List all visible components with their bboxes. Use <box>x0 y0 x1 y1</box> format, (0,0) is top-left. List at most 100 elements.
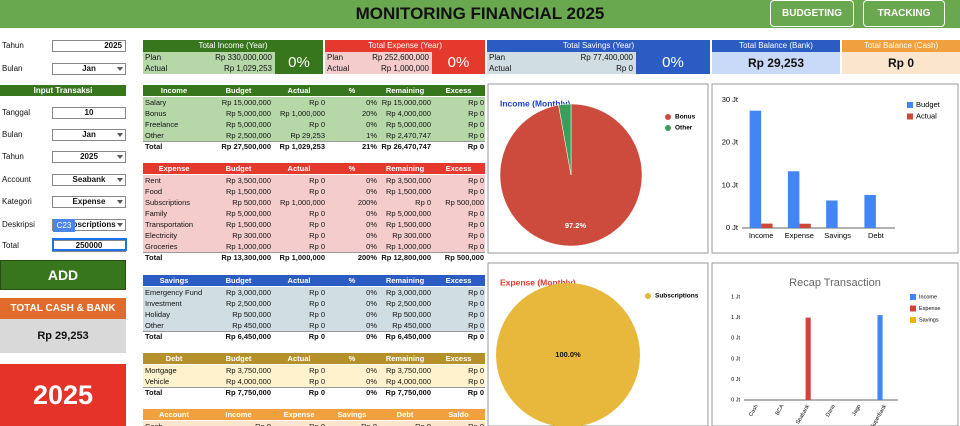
table-cell: Other <box>145 131 164 140</box>
cash-bank-value: Rp 29,253 <box>0 319 126 353</box>
add-button[interactable]: ADD <box>0 260 126 290</box>
table-cell: Rp 4,000,000 <box>385 377 431 386</box>
table-row <box>143 108 485 119</box>
legend-label: Actual <box>916 111 937 120</box>
table-cell: Groceries <box>145 242 178 251</box>
legend-label: Subscriptions <box>655 293 699 300</box>
table-cell: Rp 0 <box>309 242 325 251</box>
table-cell: Rp 1,000,000 <box>385 242 431 251</box>
table-header-bg <box>143 275 485 286</box>
table-cell: Rp 0 <box>309 321 325 330</box>
table-cell: Electricity <box>145 231 178 240</box>
table-cell: Rp 0 <box>468 98 484 107</box>
field-input[interactable]: 10 <box>52 107 126 119</box>
summary-header: Total Income (Year) <box>143 40 323 52</box>
table-row <box>143 365 485 376</box>
table-cell: Food <box>145 187 163 196</box>
table-cell: Rp 1,500,000 <box>385 187 431 196</box>
table-header: Remaining <box>385 86 425 95</box>
table-cell: Rp 7,750,000 <box>385 388 431 397</box>
summary-value: Rp 1,029,253 <box>223 64 272 73</box>
summary-label: Plan <box>145 53 162 62</box>
table-cell: Rp 6,450,000 <box>385 332 431 341</box>
summary-label: Actual <box>489 64 512 73</box>
table-cell: Rp 0 <box>309 288 325 297</box>
table-header: Account <box>159 410 189 419</box>
legend-swatch <box>910 294 916 300</box>
field-label: Bulan <box>2 130 23 139</box>
cell-ref-tag: C23 <box>53 219 75 232</box>
table-cell: 0% <box>366 98 377 107</box>
summary-label: Plan <box>327 53 344 62</box>
table-cell: Rp 450,000 <box>232 321 271 330</box>
legend-swatch <box>910 305 916 312</box>
balance-header: Total Balance (Bank) <box>712 40 840 52</box>
summary-value: Rp 77,400,000 <box>580 53 634 62</box>
table-cell: Rp 13,300,000 <box>221 253 271 262</box>
summary-value: Rp 1,000,000 <box>380 64 429 73</box>
chart-title: Recap Transaction <box>789 277 881 289</box>
table-cell: Rp 300,000 <box>232 231 271 240</box>
table-cell: Subscriptions <box>145 198 191 207</box>
table-cell: Rp 3,500,000 <box>385 176 431 185</box>
table-cell: Investment <box>145 299 182 308</box>
table-cell: 0% <box>366 187 377 196</box>
field-input[interactable]: Seabank <box>52 174 126 186</box>
table-cell: Rp 0 <box>468 242 484 251</box>
table-total-row <box>143 252 485 263</box>
field-label: Total <box>2 241 19 250</box>
field-input[interactable]: 2025 <box>52 40 126 52</box>
table-cell: Rp 5,000,000 <box>225 109 271 118</box>
bar <box>864 194 876 228</box>
table-header-bg <box>143 409 485 420</box>
table-cell: Rp 0 <box>309 120 325 129</box>
table-cell: Rp 0 <box>309 366 325 375</box>
table-header-bg <box>143 85 485 96</box>
table-cell: Rp 0 <box>207 421 271 426</box>
table-cell: Rp 0 <box>274 421 325 426</box>
table-cell: 1% <box>366 131 377 140</box>
table-cell: 0% <box>366 220 377 229</box>
summary-body <box>143 52 275 74</box>
table-row <box>143 376 485 387</box>
field-input[interactable]: Jan <box>52 129 126 141</box>
field-input[interactable]: Expense <box>52 196 126 208</box>
table-cell: Rp 0 <box>467 142 484 151</box>
field-input[interactable]: Jan <box>52 63 126 75</box>
table-cell: 0% <box>366 321 377 330</box>
table-cell: Rp 12,800,000 <box>381 253 431 262</box>
legend-swatch <box>907 102 913 108</box>
summary-percent: 0% <box>275 52 323 74</box>
table-row <box>143 320 485 331</box>
table-cell: Rp 2,500,000 <box>385 299 431 308</box>
pie-slice <box>496 283 640 426</box>
table-cell: Total <box>145 253 163 262</box>
table-header: Budget <box>225 86 252 95</box>
table-header: Actual <box>287 164 311 173</box>
nav-button[interactable]: BUDGETING <box>770 0 854 27</box>
table-header: Actual <box>287 354 311 363</box>
table-cell: Rp 0 <box>308 388 325 397</box>
table-row <box>143 186 485 197</box>
field-input[interactable]: 2025 <box>52 151 126 163</box>
table-cell: Rp 29,253 <box>290 131 325 140</box>
summary-header: Total Expense (Year) <box>325 40 485 52</box>
table-cell: Rp 0 <box>467 332 484 341</box>
table-cell: Rp 0 <box>467 388 484 397</box>
table-cell: Rp 500,000 <box>444 253 484 262</box>
summary-label: Actual <box>327 64 350 73</box>
table-cell: Holiday <box>145 310 171 319</box>
table-cell: Salary <box>145 98 167 107</box>
x-tick-label: Savings <box>824 231 851 240</box>
nav-button[interactable]: TRACKING <box>863 0 945 27</box>
table-cell: Rp 0 <box>309 187 325 196</box>
table-cell: Mortgage <box>145 366 177 375</box>
table-cell: Rp 2,470,747 <box>385 131 431 140</box>
table-header: % <box>348 276 356 285</box>
table-header: Income <box>225 410 252 419</box>
table-cell: Rp 300,000 <box>392 231 431 240</box>
x-tick-label: Expense <box>785 231 814 240</box>
table-cell: Rp 0 <box>468 120 484 129</box>
table-cell: Rp 0 <box>328 421 377 426</box>
table-cell: Total <box>145 332 163 341</box>
